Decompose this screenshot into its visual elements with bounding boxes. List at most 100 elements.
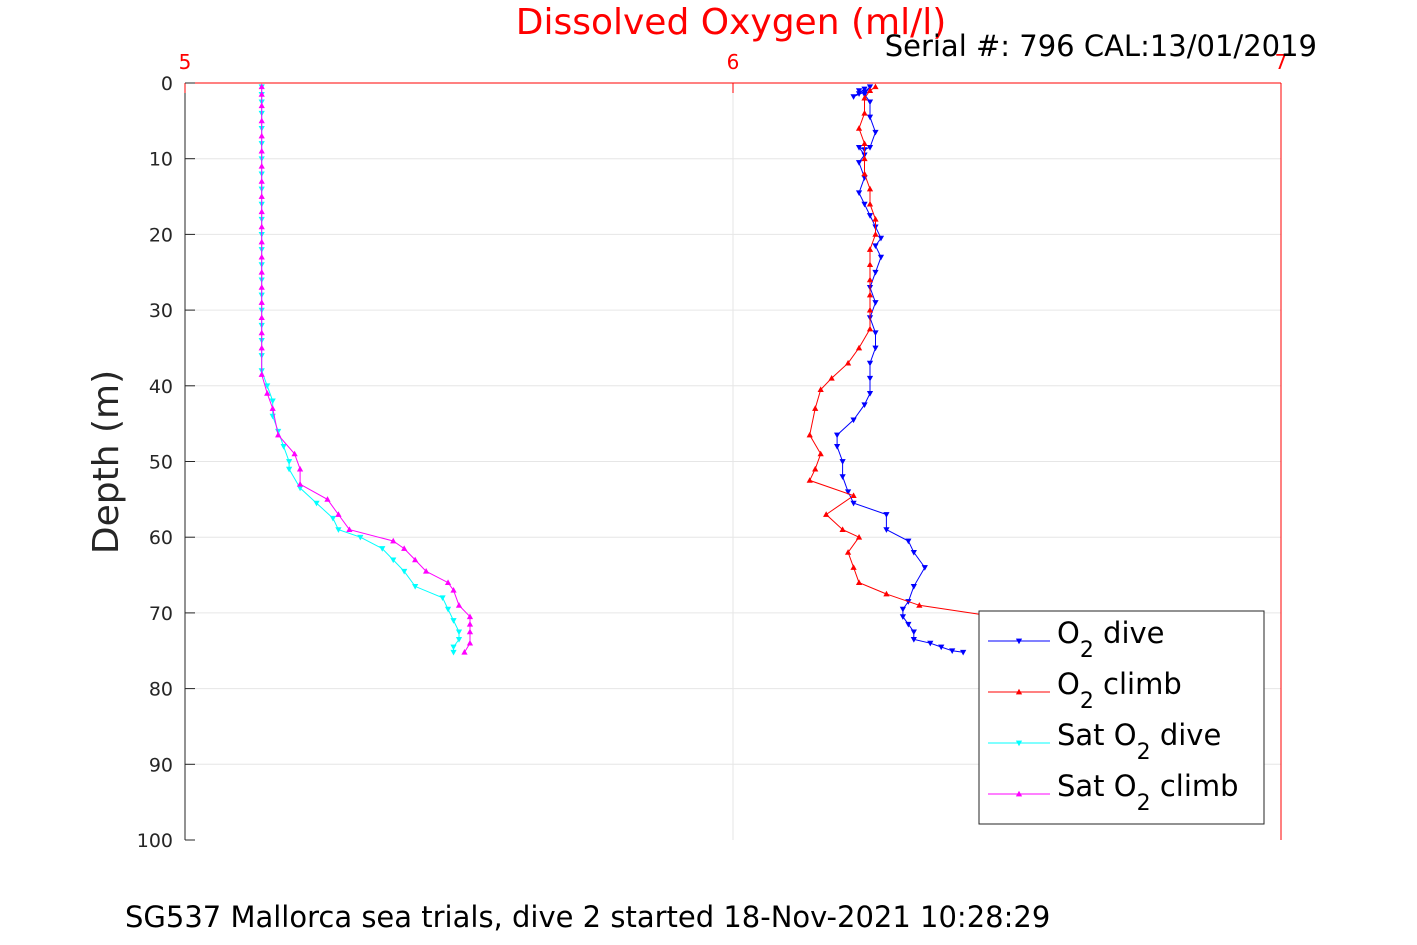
data-point <box>357 534 364 541</box>
data-point <box>850 500 857 507</box>
data-point <box>258 83 265 90</box>
data-point <box>258 193 265 199</box>
data-point <box>855 344 863 351</box>
data-point <box>850 564 857 570</box>
data-point <box>938 644 945 651</box>
data-point <box>866 360 874 367</box>
series-0 <box>834 84 967 656</box>
y-axis-label: Depth (m) <box>86 370 127 554</box>
data-point <box>861 402 868 408</box>
legend-label: Sat O2 climb <box>1057 769 1239 816</box>
data-point <box>855 579 863 586</box>
data-point <box>423 568 430 574</box>
data-point <box>910 629 917 636</box>
data-point <box>296 465 304 472</box>
data-point <box>872 129 879 136</box>
data-point <box>817 386 824 392</box>
legend-label-main: Sat O <box>1057 769 1137 803</box>
data-point <box>401 545 408 551</box>
data-point <box>275 431 282 438</box>
data-point <box>450 649 457 656</box>
legend-label-main: O <box>1057 616 1080 650</box>
data-point <box>872 216 879 222</box>
data-point <box>390 537 397 544</box>
data-point <box>258 102 265 109</box>
data-point <box>466 613 474 620</box>
data-point <box>450 644 457 651</box>
data-point <box>258 132 265 139</box>
data-point <box>921 565 928 571</box>
data-point <box>844 359 852 366</box>
data-point <box>910 584 917 590</box>
data-point <box>412 584 419 590</box>
data-point <box>258 117 265 124</box>
data-point <box>844 489 852 495</box>
legend-swatch-marker <box>1015 638 1023 645</box>
data-point <box>866 99 874 106</box>
series-3 <box>258 83 474 655</box>
legend-label-main: O <box>1057 667 1080 701</box>
data-point <box>439 595 446 601</box>
legend-label-subscript: 2 <box>1080 689 1094 714</box>
data-point <box>910 549 917 556</box>
data-point <box>861 94 868 101</box>
data-point <box>872 231 879 237</box>
data-point <box>264 383 271 390</box>
legend-label-tail: climb <box>1094 667 1182 701</box>
data-point <box>850 417 857 424</box>
y-tick-label: 40 <box>149 376 173 398</box>
data-point <box>872 243 879 249</box>
x-tick-label: 6 <box>727 50 740 74</box>
data-point <box>866 375 874 382</box>
data-point <box>905 621 912 628</box>
data-point <box>883 512 890 518</box>
legend-label-tail: climb <box>1151 769 1239 803</box>
data-point <box>839 459 846 465</box>
data-point <box>866 261 874 268</box>
data-point <box>296 480 304 487</box>
data-point <box>866 200 874 207</box>
data-point <box>817 450 824 457</box>
data-point <box>258 238 265 245</box>
data-point <box>861 140 868 146</box>
data-point <box>850 94 857 100</box>
data-point <box>855 190 863 196</box>
figure-caption: SG537 Mallorca sea trials, dive 2 starte… <box>125 900 1050 934</box>
data-point <box>258 269 265 275</box>
series-layer <box>258 83 1022 656</box>
legend-entry-0: O2 dive <box>988 616 1165 663</box>
y-tick-label: 90 <box>149 754 173 776</box>
data-point <box>883 527 890 533</box>
data-point <box>258 253 265 260</box>
data-point <box>466 639 474 646</box>
legend-swatch-marker <box>1015 688 1023 695</box>
data-point <box>269 398 276 405</box>
y-tick-label: 30 <box>149 300 173 322</box>
data-point <box>335 511 342 517</box>
data-point <box>872 269 879 276</box>
data-point <box>324 496 331 502</box>
data-point <box>812 465 819 472</box>
legend-label: O2 climb <box>1057 667 1182 714</box>
data-point <box>861 201 868 208</box>
data-point <box>861 91 868 98</box>
data-point <box>949 648 956 654</box>
legend-swatch-marker <box>1015 790 1023 797</box>
data-point <box>861 170 868 177</box>
data-point <box>899 614 906 620</box>
data-point <box>461 649 468 655</box>
data-point <box>872 345 879 352</box>
data-point <box>866 291 874 298</box>
legend-label-subscript: 2 <box>1137 740 1151 765</box>
data-point <box>872 83 879 90</box>
data-point <box>844 549 852 555</box>
data-point <box>379 546 386 552</box>
data-point <box>335 527 342 533</box>
legend-label-subscript: 2 <box>1137 791 1151 816</box>
data-point <box>264 390 271 396</box>
data-point <box>258 299 265 305</box>
data-point <box>834 432 841 439</box>
data-point <box>839 474 846 480</box>
data-point <box>866 246 874 252</box>
